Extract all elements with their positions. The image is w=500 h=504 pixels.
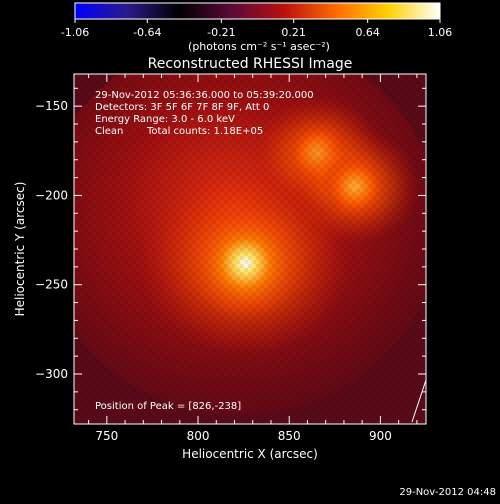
colorbar: -1.06 -0.64 -0.21 0.21 0.64 1.06 (photons cm⁻… [61,2,452,53]
footer-timestamp: 29-Nov-2012 04:48 [399,487,496,498]
heatmap-image [74,74,426,424]
annotation-time-range: 29-Nov-2012 05:36:36.000 to 05:39:20.000 [95,90,314,101]
x-tick-label: 900 [369,429,392,443]
annotation-peak: Position of Peak = [826,-238] [95,401,241,412]
colorbar-tick-label: 0.64 [355,26,380,39]
annotation-detectors: Detectors: 3F 5F 6F 7F 8F 9F, Att 0 [95,102,269,113]
y-axis: −150 −200 −250 −300 [35,87,426,411]
colorbar-tick-label: 1.06 [428,26,453,39]
y-tick-label: −250 [35,278,68,292]
y-tick-label: −300 [35,367,68,381]
colorbar-ticks: -1.06 -0.64 -0.21 0.21 0.64 1.06 [61,19,452,39]
colorbar-unit-label: (photons cm⁻² s⁻¹ asec⁻²) [188,40,330,53]
x-axis-label: Heliocentric X (arcsec) [182,447,318,461]
y-tick-label: −200 [35,188,68,202]
x-tick-label: 850 [278,429,301,443]
chart-title: Reconstructed RHESSI Image [148,56,353,72]
y-axis-label: Heliocentric Y (arcsec) [13,182,27,317]
x-tick-label: 750 [95,429,118,443]
annotations: 29-Nov-2012 05:36:36.000 to 05:39:20.000… [95,90,314,412]
y-tick-label: −150 [35,99,68,113]
colorbar-tick-label: -0.21 [207,26,235,39]
pixel-texture [74,74,426,424]
colorbar-tick-label: 0.21 [281,26,306,39]
annotation-method: Clean [95,126,123,137]
annotation-counts: Total counts: 1.18E+05 [146,126,263,137]
limb-line [411,379,426,423]
colorbar-tick-label: -1.06 [61,26,89,39]
colorbar-tick-label: -0.64 [133,26,161,39]
annotation-energy: Energy Range: 3.0 - 6.0 keV [95,114,235,125]
x-axis: 750 800 850 900 [88,74,418,443]
colorbar-gradient [74,2,441,20]
x-tick-label: 800 [187,429,210,443]
